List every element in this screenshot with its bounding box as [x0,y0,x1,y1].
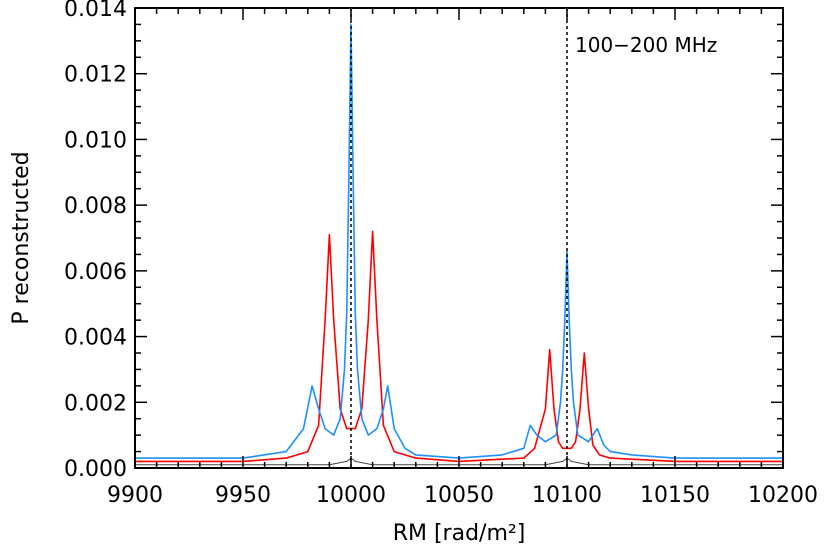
x-tick-label: 9950 [215,483,271,508]
series-layer [135,23,783,466]
series-line-1 [135,230,783,463]
x-axis-ticks: 9900 9950 10000 10050 10100 10150 10200 [107,8,818,508]
y-tick-label: 0.000 [64,457,127,482]
y-tick-label: 0.004 [64,326,127,351]
y-tick-label: 0.014 [64,0,127,22]
reference-lines [350,8,568,468]
x-tick-label: 10000 [316,483,386,508]
x-tick-label: 10200 [748,483,818,508]
series-line-2 [135,23,783,459]
x-tick-label: 10050 [424,483,494,508]
y-tick-label: 0.010 [64,128,127,153]
plot-frame [134,7,784,469]
y-tick-label: 0.006 [64,260,127,285]
x-tick-label: 10150 [640,483,710,508]
y-tick-label: 0.012 [64,63,127,88]
y-axis-ticks: 0.000 0.002 0.004 0.006 0.008 0.010 0.012 0.014 [64,0,783,482]
y-tick-label: 0.008 [64,194,127,219]
x-tick-label: 10100 [532,483,602,508]
x-tick-label: 9900 [107,483,163,508]
y-axis-title: P reconstructed [9,151,34,324]
x-axis-title: RM [rad/m²] [393,521,526,546]
y-tick-label: 0.002 [64,391,127,416]
annotation-frequency-band: 100−200 MHz [575,33,717,57]
